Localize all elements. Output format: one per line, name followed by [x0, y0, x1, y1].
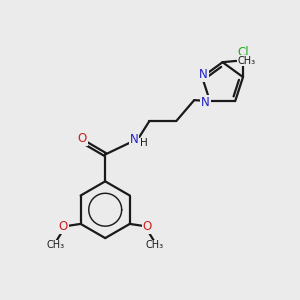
Text: N: N: [130, 133, 138, 146]
Text: CH₃: CH₃: [238, 56, 256, 66]
Text: N: N: [199, 68, 208, 81]
Text: O: O: [78, 133, 87, 146]
Text: O: O: [142, 220, 152, 233]
Text: Cl: Cl: [237, 46, 249, 59]
Text: CH₃: CH₃: [146, 240, 164, 250]
Text: H: H: [140, 138, 148, 148]
Text: CH₃: CH₃: [47, 240, 65, 250]
Text: N: N: [201, 96, 210, 109]
Text: O: O: [59, 220, 68, 233]
